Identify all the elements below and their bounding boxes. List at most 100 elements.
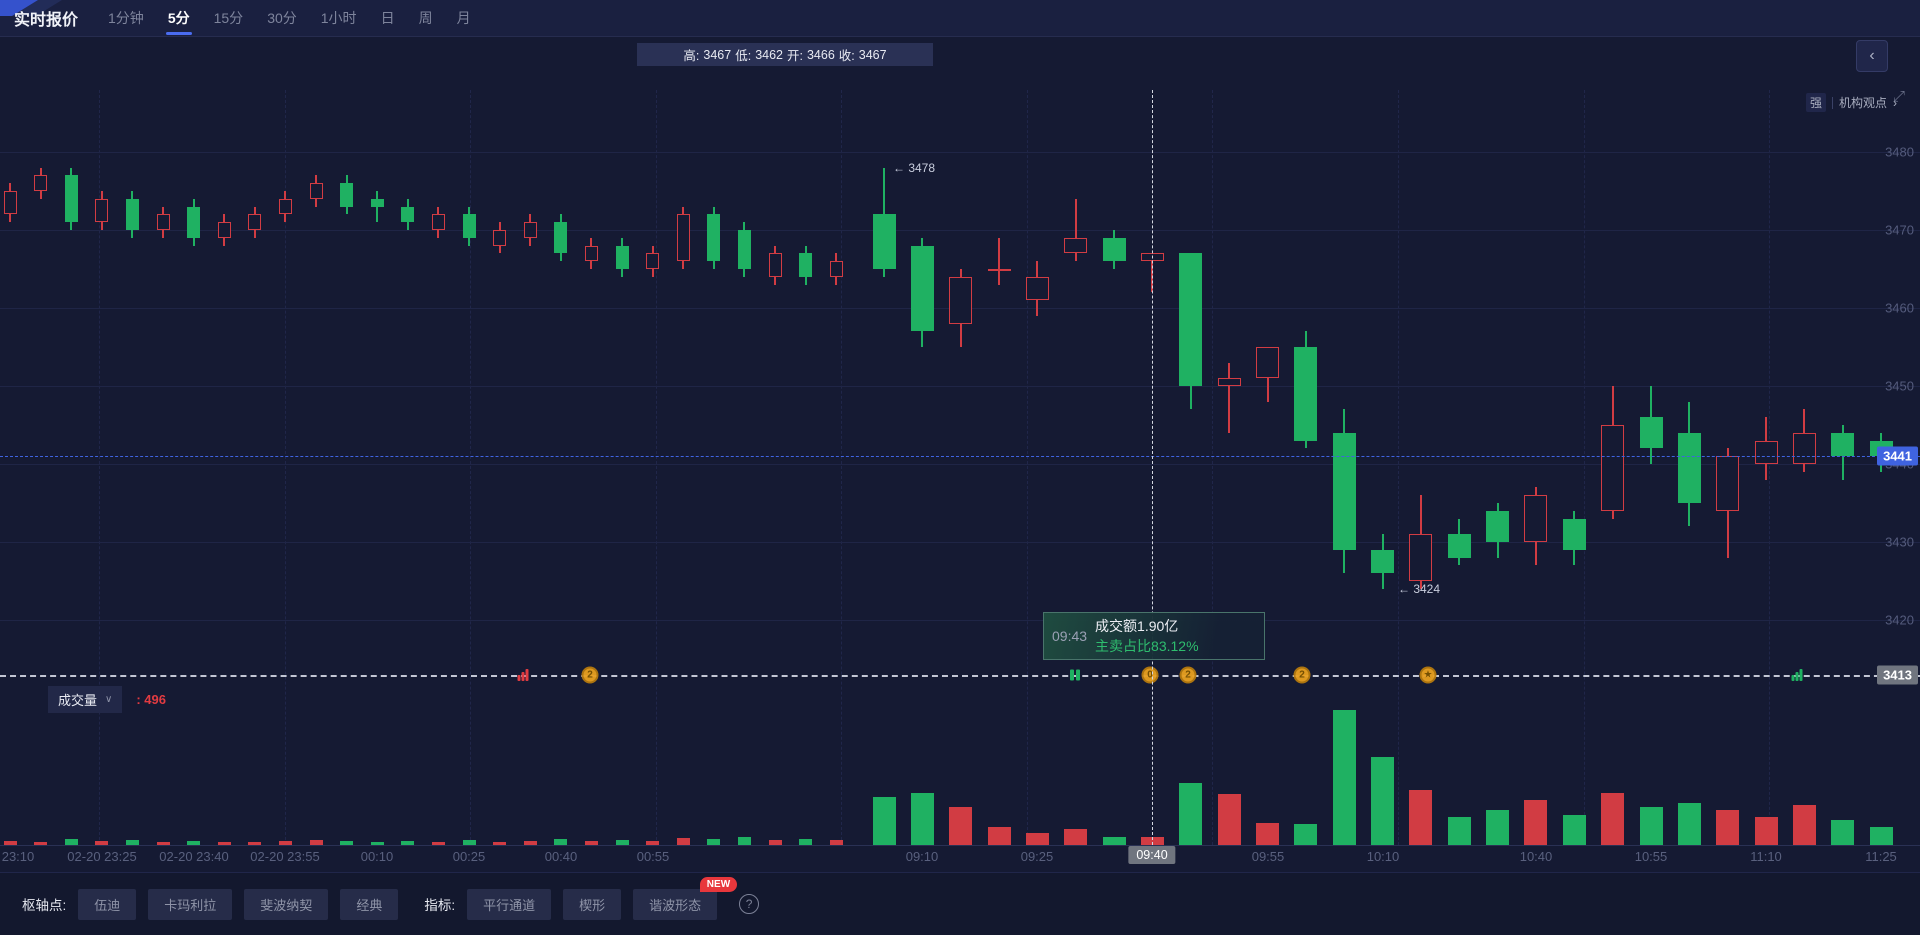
candle-body[interactable] <box>987 269 1011 271</box>
candle-body[interactable] <box>1371 549 1395 574</box>
candle-body[interactable] <box>64 175 78 223</box>
tab-5分[interactable]: 5分 <box>168 0 190 36</box>
candle-body[interactable] <box>554 222 568 254</box>
candle-body[interactable] <box>431 214 445 230</box>
expand-icon[interactable]: ⤢ <box>1893 88 1906 105</box>
candle-body[interactable] <box>1601 425 1625 511</box>
event-marker[interactable]: ★ <box>1419 666 1437 684</box>
candle-body[interactable] <box>248 214 262 230</box>
volume-bar[interactable] <box>910 793 934 845</box>
candle-body[interactable] <box>1639 417 1663 449</box>
volume-bar[interactable] <box>217 841 231 845</box>
candle-body[interactable] <box>217 222 231 238</box>
volume-bar[interactable] <box>1332 710 1356 845</box>
volume-bar[interactable] <box>64 838 78 845</box>
strength-badge[interactable]: 强 <box>1806 93 1827 112</box>
candle-body[interactable] <box>370 198 384 207</box>
candle-body[interactable] <box>1447 534 1471 558</box>
candle-body[interactable] <box>799 253 813 277</box>
volume-bar[interactable] <box>829 840 843 845</box>
candle-body[interactable] <box>156 214 170 230</box>
volume-bar[interactable] <box>1447 816 1471 845</box>
pivot-button-斐波纳契[interactable]: 斐波纳契 <box>244 888 329 920</box>
volume-bar[interactable] <box>187 840 201 845</box>
pivot-button-经典[interactable]: 经典 <box>340 888 399 920</box>
volume-bar[interactable] <box>401 841 415 845</box>
candle-body[interactable] <box>584 245 598 262</box>
candle-body[interactable] <box>1754 440 1778 464</box>
candle-body[interactable] <box>768 253 782 277</box>
indicator-button-谐波形态[interactable]: 谐波形态 NEW <box>633 876 738 920</box>
candle-body[interactable] <box>340 183 354 207</box>
volume-bar[interactable] <box>1601 793 1625 845</box>
event-marker[interactable]: 2 <box>581 666 599 684</box>
candle-body[interactable] <box>309 183 323 199</box>
volume-bar[interactable] <box>707 838 721 845</box>
candle-body[interactable] <box>462 214 476 238</box>
pivot-button-伍迪[interactable]: 伍迪 <box>78 888 137 920</box>
volume-bar[interactable] <box>1294 824 1318 845</box>
volume-bar[interactable] <box>493 841 507 845</box>
candle-body[interactable] <box>95 198 109 223</box>
candle-body[interactable] <box>829 261 843 277</box>
candle-body[interactable] <box>523 222 537 238</box>
volume-bar[interactable] <box>646 840 660 845</box>
volume-bar[interactable] <box>1486 810 1510 845</box>
event-marker[interactable] <box>1070 669 1080 681</box>
volume-bar[interactable] <box>523 841 537 845</box>
volume-bar[interactable] <box>1562 815 1586 845</box>
volume-bar[interactable] <box>1831 820 1855 845</box>
event-marker[interactable]: 2 <box>1293 666 1311 684</box>
volume-bar[interactable] <box>34 841 48 845</box>
volume-bar[interactable] <box>987 827 1011 845</box>
candle-body[interactable] <box>910 245 934 332</box>
volume-bar[interactable] <box>278 841 292 845</box>
volume-bar[interactable] <box>1792 805 1816 845</box>
volume-bar[interactable] <box>676 837 690 845</box>
indicator-button-平行通道[interactable]: 平行通道 <box>467 888 552 920</box>
candle-body[interactable] <box>278 198 292 215</box>
volume-bar[interactable] <box>248 841 262 845</box>
volume-bar[interactable] <box>370 841 384 845</box>
volume-bar[interactable] <box>1409 789 1433 845</box>
volume-bar[interactable] <box>1025 833 1049 845</box>
volume-bar[interactable] <box>1064 829 1088 845</box>
candle-body[interactable] <box>1831 432 1855 457</box>
candle-body[interactable] <box>1677 432 1701 503</box>
candle-body[interactable] <box>1294 347 1318 441</box>
candle-body[interactable] <box>949 276 973 324</box>
candle-body[interactable] <box>737 230 751 269</box>
volume-bar[interactable] <box>768 839 782 845</box>
candle-body[interactable] <box>872 214 896 269</box>
event-marker[interactable] <box>517 668 529 681</box>
candle-body[interactable] <box>1332 432 1356 550</box>
event-marker[interactable]: 0 <box>1141 666 1159 684</box>
volume-bar[interactable] <box>3 840 17 845</box>
org-view-link[interactable]: 机构观点 <box>1839 96 1888 110</box>
volume-bar[interactable] <box>1716 810 1740 845</box>
volume-bar[interactable] <box>1754 816 1778 845</box>
tab-周[interactable]: 周 <box>418 10 433 26</box>
candle-body[interactable] <box>401 206 415 223</box>
volume-bar[interactable] <box>309 839 323 845</box>
indicator-button-楔形[interactable]: 楔形 <box>563 888 622 920</box>
candle-body[interactable] <box>1179 253 1203 386</box>
candle-body[interactable] <box>1064 237 1088 254</box>
volume-bar[interactable] <box>1217 793 1241 845</box>
volume-bar[interactable] <box>95 841 109 845</box>
candle-body[interactable] <box>1409 534 1433 581</box>
candle-body[interactable] <box>676 214 690 262</box>
candle-body[interactable] <box>1524 495 1548 542</box>
tab-1小时[interactable]: 1小时 <box>320 10 357 26</box>
candle-body[interactable] <box>646 253 660 269</box>
volume-bar[interactable] <box>615 839 629 845</box>
candle-body[interactable] <box>34 175 48 191</box>
volume-bar[interactable] <box>872 797 896 845</box>
pivot-button-卡玛利拉[interactable]: 卡玛利拉 <box>148 888 233 920</box>
candle-body[interactable] <box>1562 518 1586 550</box>
help-icon[interactable]: ? <box>739 894 760 914</box>
volume-bar[interactable] <box>1869 827 1893 845</box>
volume-bar[interactable] <box>799 839 813 845</box>
volume-bar[interactable] <box>949 806 973 845</box>
tab-30分[interactable]: 30分 <box>267 10 297 26</box>
